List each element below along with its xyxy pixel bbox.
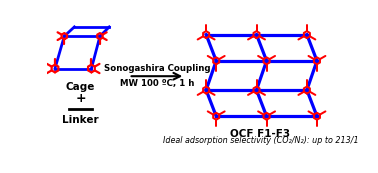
Text: OCF F1-F3: OCF F1-F3 (230, 129, 290, 139)
Text: Ideal adsorption selectivity (CO₂/N₂): up to 213/1: Ideal adsorption selectivity (CO₂/N₂): u… (163, 136, 358, 145)
Text: Sonogashira Coupling: Sonogashira Coupling (104, 64, 210, 73)
Text: MW 100 ºC, 1 h: MW 100 ºC, 1 h (120, 79, 194, 88)
Text: Cage: Cage (66, 82, 95, 92)
Text: Linker: Linker (62, 115, 99, 125)
Text: +: + (75, 92, 86, 105)
